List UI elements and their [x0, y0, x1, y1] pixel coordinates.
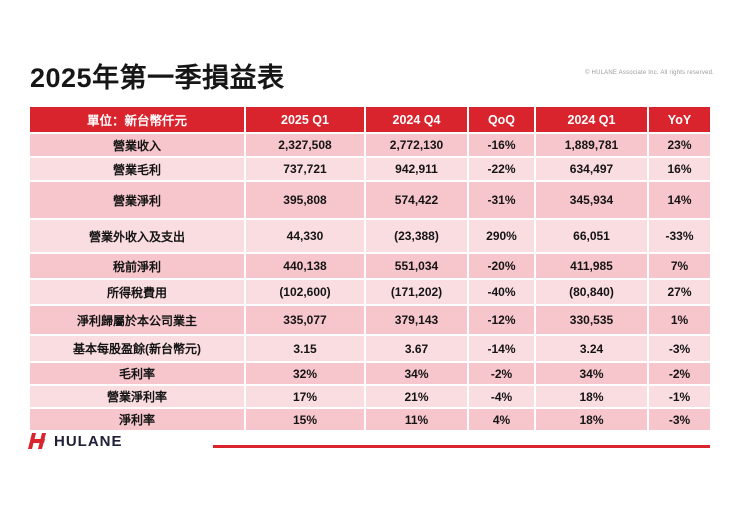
footer-divider	[213, 445, 710, 448]
cell-yoy: -2%	[647, 361, 710, 386]
row-label: 營業淨利	[30, 180, 246, 220]
cell-2024q4: 21%	[364, 384, 469, 409]
cell-qoq: 4%	[467, 407, 536, 430]
cell-2025q1: 44,330	[244, 218, 366, 254]
cell-2024q1: 330,535	[534, 304, 649, 336]
cell-2024q4: 574,422	[364, 180, 469, 220]
cell-yoy: 27%	[647, 278, 710, 306]
cell-2024q4: 942,911	[364, 156, 469, 182]
cell-yoy: 7%	[647, 252, 710, 280]
table-row: 營業淨利 395,808 574,422 -31% 345,934 14%	[30, 180, 710, 220]
cell-2024q1: 345,934	[534, 180, 649, 220]
cell-yoy: 1%	[647, 304, 710, 336]
cell-2024q1: 66,051	[534, 218, 649, 254]
cell-2025q1: 737,721	[244, 156, 366, 182]
header-2024-q1: 2024 Q1	[534, 107, 649, 134]
cell-yoy: -33%	[647, 218, 710, 254]
cell-2025q1: 395,808	[244, 180, 366, 220]
table-row: 基本每股盈餘(新台幣元) 3.15 3.67 -14% 3.24 -3%	[30, 334, 710, 363]
cell-2024q1: 634,497	[534, 156, 649, 182]
cell-qoq: -16%	[467, 132, 536, 158]
cell-yoy: 16%	[647, 156, 710, 182]
cell-yoy: 23%	[647, 132, 710, 158]
table-row: 營業淨利率 17% 21% -4% 18% -1%	[30, 384, 710, 409]
cell-2024q1: 1,889,781	[534, 132, 649, 158]
cell-qoq: -14%	[467, 334, 536, 363]
brand-name: HULANE	[54, 432, 123, 450]
row-label: 營業淨利率	[30, 384, 246, 409]
header-unit: 單位：新台幣仟元	[30, 107, 246, 134]
table-row: 營業收入 2,327,508 2,772,130 -16% 1,889,781 …	[30, 132, 710, 158]
cell-2024q4: (171,202)	[364, 278, 469, 306]
row-label: 營業收入	[30, 132, 246, 158]
cell-2025q1: 32%	[244, 361, 366, 386]
copyright-text: © HULANE Associate Inc. All rights reser…	[585, 70, 714, 76]
table-row: 所得稅費用 (102,600) (171,202) -40% (80,840) …	[30, 278, 710, 306]
cell-yoy: -3%	[647, 334, 710, 363]
cell-2024q1: (80,840)	[534, 278, 649, 306]
cell-2025q1: (102,600)	[244, 278, 366, 306]
header-qoq: QoQ	[467, 107, 536, 134]
page-title: 2025年第一季損益表	[30, 63, 285, 93]
cell-qoq: -20%	[467, 252, 536, 280]
cell-qoq: -2%	[467, 361, 536, 386]
cell-2025q1: 440,138	[244, 252, 366, 280]
cell-2024q1: 3.24	[534, 334, 649, 363]
hulane-logo: HULANE	[28, 431, 123, 451]
header-2025-q1: 2025 Q1	[244, 107, 366, 134]
cell-2024q4: 551,034	[364, 252, 469, 280]
cell-2024q1: 411,985	[534, 252, 649, 280]
row-label: 營業毛利	[30, 156, 246, 182]
cell-qoq: -31%	[467, 180, 536, 220]
table-row: 營業外收入及支出 44,330 (23,388) 290% 66,051 -33…	[30, 218, 710, 254]
table-row: 稅前淨利 440,138 551,034 -20% 411,985 7%	[30, 252, 710, 280]
cell-2025q1: 17%	[244, 384, 366, 409]
row-label: 稅前淨利	[30, 252, 246, 280]
cell-yoy: -3%	[647, 407, 710, 430]
row-label: 營業外收入及支出	[30, 218, 246, 254]
row-label: 淨利率	[30, 407, 246, 430]
cell-2025q1: 3.15	[244, 334, 366, 363]
hulane-logo-icon	[28, 433, 48, 449]
table-row: 淨利率 15% 11% 4% 18% -3%	[30, 407, 710, 430]
cell-yoy: -1%	[647, 384, 710, 409]
cell-2024q4: 2,772,130	[364, 132, 469, 158]
cell-2024q4: (23,388)	[364, 218, 469, 254]
cell-qoq: -40%	[467, 278, 536, 306]
cell-2024q4: 3.67	[364, 334, 469, 363]
row-label: 基本每股盈餘(新台幣元)	[30, 334, 246, 363]
cell-2024q4: 379,143	[364, 304, 469, 336]
cell-2025q1: 335,077	[244, 304, 366, 336]
income-statement-table: 單位：新台幣仟元 2025 Q1 2024 Q4 QoQ 2024 Q1 YoY…	[30, 107, 710, 430]
table-row: 毛利率 32% 34% -2% 34% -2%	[30, 361, 710, 386]
cell-2024q1: 18%	[534, 384, 649, 409]
cell-yoy: 14%	[647, 180, 710, 220]
cell-2024q4: 11%	[364, 407, 469, 430]
row-label: 毛利率	[30, 361, 246, 386]
table-row: 淨利歸屬於本公司業主 335,077 379,143 -12% 330,535 …	[30, 304, 710, 336]
header-2024-q4: 2024 Q4	[364, 107, 469, 134]
cell-2024q1: 18%	[534, 407, 649, 430]
cell-2025q1: 2,327,508	[244, 132, 366, 158]
cell-2024q1: 34%	[534, 361, 649, 386]
table-header-row: 單位：新台幣仟元 2025 Q1 2024 Q4 QoQ 2024 Q1 YoY	[30, 107, 710, 134]
cell-qoq: 290%	[467, 218, 536, 254]
table-row: 營業毛利 737,721 942,911 -22% 634,497 16%	[30, 156, 710, 182]
row-label: 所得稅費用	[30, 278, 246, 306]
cell-qoq: -22%	[467, 156, 536, 182]
cell-2024q4: 34%	[364, 361, 469, 386]
cell-qoq: -12%	[467, 304, 536, 336]
cell-2025q1: 15%	[244, 407, 366, 430]
cell-qoq: -4%	[467, 384, 536, 409]
header-yoy: YoY	[647, 107, 710, 134]
row-label: 淨利歸屬於本公司業主	[30, 304, 246, 336]
